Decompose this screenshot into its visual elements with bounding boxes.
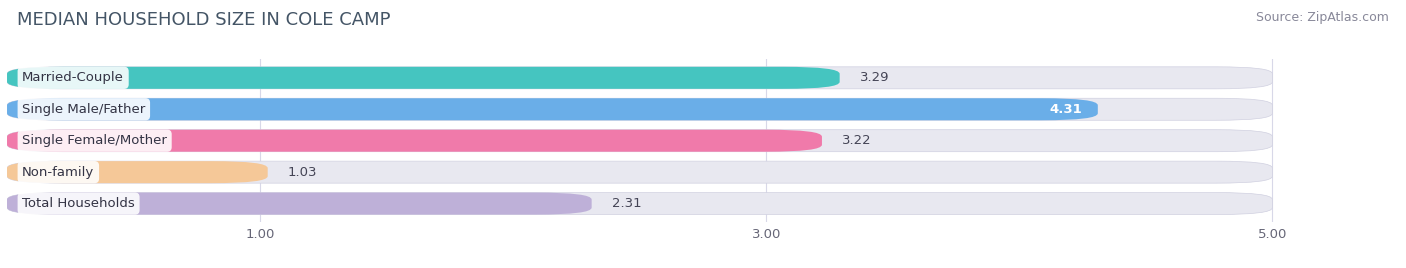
Text: Source: ZipAtlas.com: Source: ZipAtlas.com xyxy=(1256,11,1389,24)
FancyBboxPatch shape xyxy=(7,193,592,215)
Text: 3.29: 3.29 xyxy=(860,71,890,84)
Text: 4.31: 4.31 xyxy=(1050,103,1083,116)
Text: 1.03: 1.03 xyxy=(288,166,318,179)
FancyBboxPatch shape xyxy=(7,130,1272,152)
FancyBboxPatch shape xyxy=(7,98,1272,120)
FancyBboxPatch shape xyxy=(7,130,823,152)
Text: Total Households: Total Households xyxy=(22,197,135,210)
Text: Single Female/Mother: Single Female/Mother xyxy=(22,134,167,147)
Text: 2.31: 2.31 xyxy=(612,197,641,210)
Text: Single Male/Father: Single Male/Father xyxy=(22,103,145,116)
Text: MEDIAN HOUSEHOLD SIZE IN COLE CAMP: MEDIAN HOUSEHOLD SIZE IN COLE CAMP xyxy=(17,11,391,29)
FancyBboxPatch shape xyxy=(7,161,1272,183)
FancyBboxPatch shape xyxy=(7,67,839,89)
FancyBboxPatch shape xyxy=(7,98,1098,120)
Text: Non-family: Non-family xyxy=(22,166,94,179)
FancyBboxPatch shape xyxy=(7,67,1272,89)
FancyBboxPatch shape xyxy=(7,193,1272,215)
Text: Married-Couple: Married-Couple xyxy=(22,71,124,84)
FancyBboxPatch shape xyxy=(7,161,267,183)
Text: 3.22: 3.22 xyxy=(842,134,872,147)
